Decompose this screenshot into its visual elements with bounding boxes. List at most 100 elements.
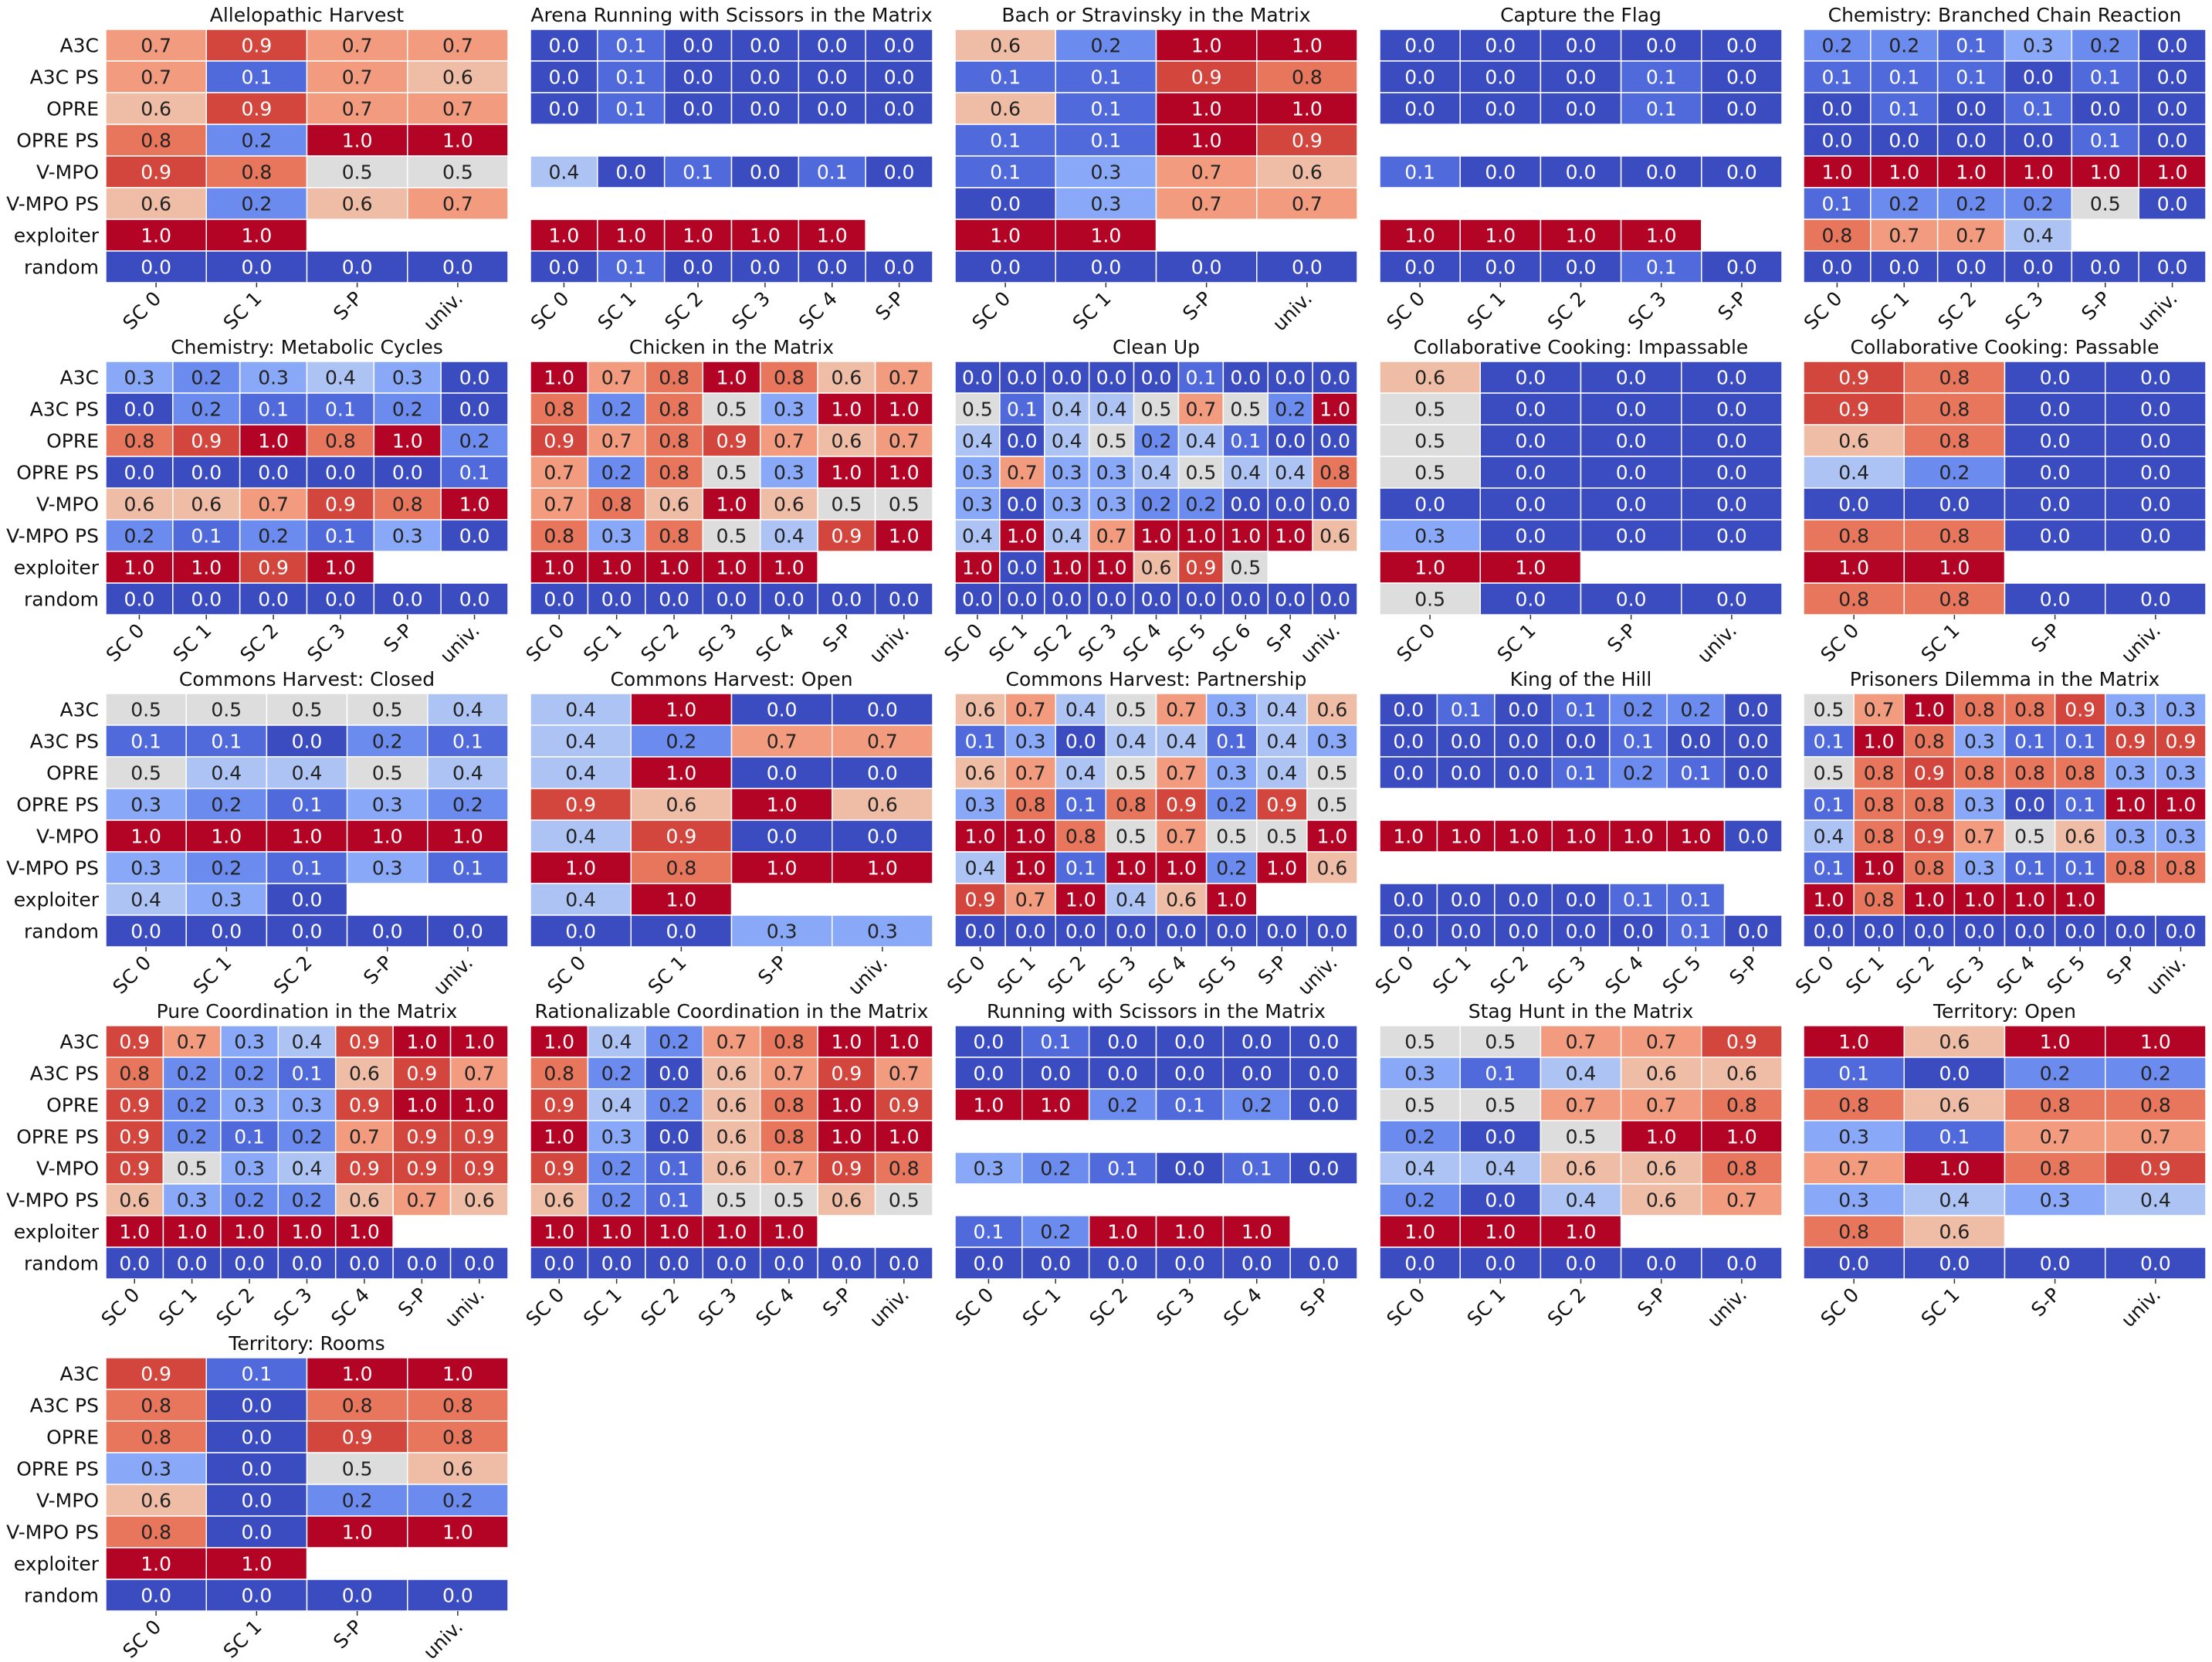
column-tick-label: SC 3: [1074, 619, 1121, 666]
heatmap-cell: [1870, 250, 1939, 283]
cell-value-label: 0.7: [258, 494, 289, 516]
cell-value-label: 0.7: [349, 1126, 380, 1148]
cell-value-label: 0.0: [2040, 462, 2071, 484]
heatmap-cell: [1540, 92, 1622, 125]
column-tick-label: SC 5: [1194, 951, 1241, 999]
column-tick-label: SC 1: [219, 287, 266, 334]
cell-value-label: 0.3: [2166, 699, 2197, 721]
heatmap-cell: [306, 1579, 408, 1612]
column-tick-label: SC 4: [327, 1284, 374, 1331]
heatmap-cell: [373, 487, 442, 521]
column-tick-label: SC 3: [1942, 951, 1989, 999]
cell-value-label: 0.5: [1414, 588, 1445, 611]
heatmap-cell: [1903, 1120, 2006, 1153]
cell-value-label: 0.7: [342, 98, 373, 120]
heatmap-cell: [1177, 487, 1225, 521]
heatmap-cell: [2004, 1152, 2106, 1185]
cell-value-label: 0.0: [1814, 921, 1844, 943]
cell-value-label: 1.0: [965, 826, 996, 848]
heatmap-cell: [1701, 92, 1783, 125]
cell-value-label: 0.0: [1716, 399, 1747, 421]
heatmap-cell: [954, 361, 1001, 394]
heatmap-cell: [1903, 1057, 2006, 1090]
heatmap-cell: [2004, 250, 2073, 283]
cell-value-label: 0.2: [601, 462, 632, 484]
heatmap-cell: [407, 1389, 509, 1422]
column-tick-label: S-P: [2027, 619, 2065, 657]
row-label: random: [24, 1253, 99, 1275]
cell-value-label: 0.0: [867, 826, 898, 848]
heatmap-cell: [1803, 914, 1855, 948]
cell-value-label: 0.7: [1166, 762, 1197, 785]
heatmap-cell: [1306, 851, 1358, 884]
cell-value-label: 0.0: [1716, 494, 1747, 516]
cell-value-label: 0.4: [962, 525, 993, 548]
row-label: exploiter: [14, 1553, 100, 1576]
cell-value-label: 0.2: [241, 193, 272, 215]
cell-value-label: 0.0: [2140, 399, 2171, 421]
cell-value-label: 0.6: [1319, 525, 1350, 548]
column-tick-label: S-P: [1262, 619, 1300, 657]
heatmap-cell: [663, 155, 733, 188]
heatmap-cell: [105, 724, 187, 758]
cell-value-label: 0.6: [965, 699, 996, 721]
cell-value-label: 0.7: [1166, 699, 1197, 721]
heatmap-cell: [817, 361, 876, 394]
column-tick-label: SC 0: [97, 1284, 144, 1331]
cell-value-label: 0.8: [2115, 857, 2146, 880]
cell-value-label: 0.4: [1404, 1158, 1435, 1180]
heatmap-cell: [1681, 424, 1783, 457]
cell-value-label: 0.1: [325, 399, 356, 421]
cell-value-label: 0.8: [2040, 1094, 2071, 1117]
heatmap-cell: [874, 1183, 933, 1216]
cell-value-label: 1.0: [442, 1521, 473, 1544]
heatmap-cell: [205, 187, 308, 220]
cell-value-label: 0.7: [342, 35, 373, 57]
cell-value-label: 0.3: [392, 525, 423, 548]
cell-value-label: 0.5: [1096, 430, 1127, 453]
column-tick-label: SC 3: [1543, 951, 1590, 999]
cell-value-label: 0.6: [544, 1189, 574, 1212]
heatmap-cell: [1133, 392, 1180, 426]
cell-value-label: 0.2: [1107, 1094, 1138, 1117]
heatmap-cell: [306, 1389, 408, 1422]
cell-value-label: 0.2: [1216, 794, 1247, 816]
heatmap-cell: [1088, 424, 1135, 457]
heatmap-cell: [1088, 1025, 1157, 1058]
heatmap-cell: [630, 883, 733, 916]
cell-value-label: 1.0: [452, 826, 483, 848]
row-label: A3C PS: [30, 1063, 99, 1085]
heatmap-cell: [1306, 756, 1358, 789]
heatmap-cell: [1903, 851, 1956, 884]
panel-title: Collaborative Cooking: Impassable: [1414, 336, 1749, 358]
cell-value-label: 1.0: [442, 1363, 473, 1386]
heatmap-cell: [449, 1152, 509, 1185]
cell-value-label: 0.1: [1566, 699, 1597, 721]
cell-value-label: 0.0: [119, 1253, 150, 1275]
column-tick-label: SC 5: [1164, 619, 1211, 666]
cell-value-label: 1.0: [1319, 399, 1350, 421]
heatmap-cell: [702, 487, 761, 521]
column-tick-label: SC 5: [1658, 951, 1706, 999]
cell-value-label: 0.8: [1822, 225, 1853, 247]
cell-value-label: 0.0: [442, 256, 473, 279]
row-label: OPRE PS: [16, 462, 99, 484]
column-tick-label: univ.: [1296, 619, 1345, 668]
column-tick-label: SC 2: [1043, 951, 1090, 999]
heatmap-cell: [1312, 456, 1358, 489]
cell-value-label: 0.9: [241, 35, 272, 57]
cell-value-label: 1.0: [292, 826, 323, 848]
cell-value-label: 0.4: [1065, 699, 1096, 721]
cell-value-label: 0.4: [2140, 1189, 2171, 1212]
cell-value-label: 0.6: [1292, 161, 1323, 184]
cell-value-label: 0.0: [292, 731, 323, 753]
cell-value-label: 0.4: [1566, 1063, 1597, 1085]
column-tick-label: univ.: [1293, 951, 1342, 1000]
cell-value-label: 0.2: [2040, 1063, 2071, 1085]
cell-value-label: 0.0: [1888, 256, 1919, 279]
heatmap-cell: [1004, 819, 1056, 853]
cell-value-label: 0.8: [889, 1158, 920, 1180]
column-tick-label: S-P: [1633, 1284, 1671, 1321]
cell-value-label: 0.2: [1241, 1094, 1272, 1117]
cell-value-label: 0.0: [1174, 1253, 1205, 1275]
